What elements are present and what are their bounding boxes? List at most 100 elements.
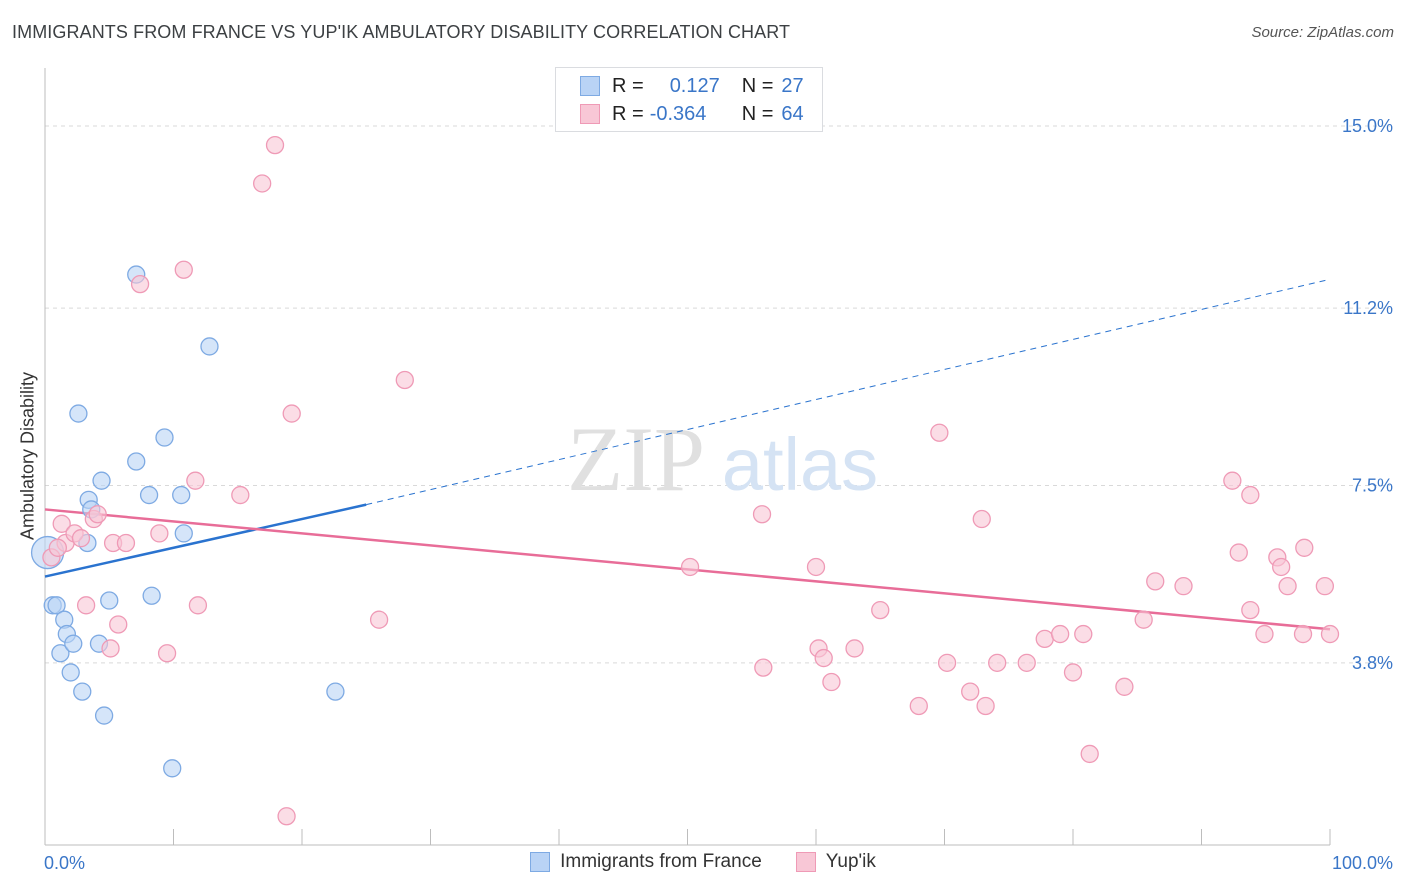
point-yupik	[1229, 543, 1248, 562]
point-yupik	[1134, 610, 1153, 629]
point-france	[100, 591, 119, 610]
point-yupik	[976, 696, 995, 716]
r-label: R =	[612, 74, 644, 97]
point-france	[163, 759, 182, 778]
point-yupik	[231, 485, 250, 505]
point-yupik	[369, 610, 389, 629]
point-yupik	[930, 423, 949, 442]
point-france	[172, 485, 191, 505]
point-france	[92, 471, 111, 490]
point-yupik	[1035, 629, 1054, 649]
series-legend: Immigrants from France Yup'ik	[0, 851, 1406, 873]
n-label: N =	[741, 74, 774, 97]
point-yupik	[752, 505, 772, 524]
point-yupik	[754, 658, 773, 677]
point-yupik	[116, 533, 136, 553]
point-france	[155, 428, 174, 447]
point-yupik	[1063, 663, 1083, 682]
point-yupik	[101, 639, 120, 658]
point-france	[127, 452, 146, 471]
point-yupik	[1255, 624, 1274, 644]
grid	[45, 125, 1390, 664]
r-label: R =	[612, 102, 644, 125]
point-yupik	[822, 672, 841, 692]
point-yupik	[265, 135, 285, 155]
watermark: ZIP atlas	[567, 408, 878, 510]
point-yupik	[157, 644, 177, 663]
point-yupik	[71, 529, 91, 548]
point-yupik	[1278, 576, 1297, 596]
point-yupik	[806, 557, 826, 577]
y-axis-label: Ambulatory Disability	[17, 371, 38, 541]
legend-item-france: Immigrants from France	[530, 851, 762, 873]
point-yupik	[130, 274, 150, 294]
legend-label-yupik: Yup'ik	[825, 851, 876, 872]
point-france	[142, 586, 161, 605]
point-france	[69, 404, 88, 423]
correlation-legend: R = 0.127 N = 27 R = -0.364 N = 64	[555, 67, 823, 132]
point-france	[51, 644, 70, 663]
point-yupik	[937, 653, 957, 672]
point-yupik	[1293, 624, 1313, 644]
legend-swatch-pink	[580, 104, 600, 124]
chart-title: IMMIGRANTS FROM FRANCE VS YUP'IK AMBULAT…	[12, 22, 791, 42]
point-france	[73, 682, 92, 701]
legend-label-france: Immigrants from France	[560, 851, 762, 872]
point-france	[64, 634, 83, 653]
legend-row-france: R = 0.127 N = 27	[580, 73, 804, 99]
legend-row-yupik: R = -0.364 N = 64	[580, 101, 804, 127]
point-yupik	[1080, 744, 1099, 764]
point-yupik	[188, 596, 208, 615]
point-yupik	[1174, 576, 1193, 596]
data-points	[30, 135, 1340, 826]
point-yupik	[48, 538, 67, 557]
legend-swatch-pink	[795, 852, 816, 872]
point-yupik	[253, 174, 272, 193]
point-yupik	[1295, 538, 1314, 557]
point-yupik	[1051, 624, 1070, 644]
point-yupik	[395, 370, 414, 390]
point-yupik	[1241, 600, 1260, 620]
point-yupik	[1115, 677, 1134, 696]
legend-swatch-blue	[530, 852, 551, 872]
n-label: N =	[741, 102, 774, 125]
source-label: Source: ZipAtlas.com	[1251, 24, 1394, 41]
point-yupik	[109, 615, 128, 634]
axes	[44, 68, 1331, 846]
point-yupik	[282, 404, 301, 423]
x-tick-label: 100.0%	[1332, 853, 1393, 873]
point-yupik	[52, 514, 71, 533]
point-france	[94, 706, 114, 725]
point-yupik	[76, 596, 96, 615]
n-value: 27	[781, 74, 804, 97]
y-tick-label: 7.5%	[1352, 475, 1393, 495]
point-yupik	[277, 807, 296, 826]
point-france	[200, 337, 219, 356]
point-france	[47, 596, 66, 615]
point-yupik	[988, 653, 1007, 672]
point-yupik	[186, 471, 205, 490]
y-tick-label: 11.2%	[1343, 298, 1393, 318]
legend-item-yupik: Yup'ik	[795, 851, 876, 873]
r-value: 0.127	[669, 74, 720, 97]
point-yupik	[1241, 485, 1260, 505]
tick-labels: 3.8% 7.5% 11.2% 15.0% 0.0% 100.0%	[44, 116, 1393, 873]
point-yupik	[1272, 557, 1291, 577]
x-tick-label: 0.0%	[44, 853, 85, 873]
point-yupik	[1146, 572, 1165, 591]
point-yupik	[871, 600, 890, 620]
point-france	[139, 485, 159, 505]
trend-line-france	[44, 503, 367, 578]
point-yupik	[909, 696, 928, 716]
r-value: -0.364	[649, 102, 707, 125]
point-france	[326, 682, 345, 701]
legend-swatch-blue	[580, 76, 600, 96]
y-tick-label: 3.8%	[1352, 653, 1393, 673]
watermark-zip: ZIP	[567, 408, 705, 510]
n-value: 64	[781, 102, 804, 125]
point-yupik	[1017, 653, 1036, 672]
point-yupik	[814, 648, 833, 668]
point-yupik	[972, 509, 991, 529]
point-yupik	[1223, 471, 1242, 490]
